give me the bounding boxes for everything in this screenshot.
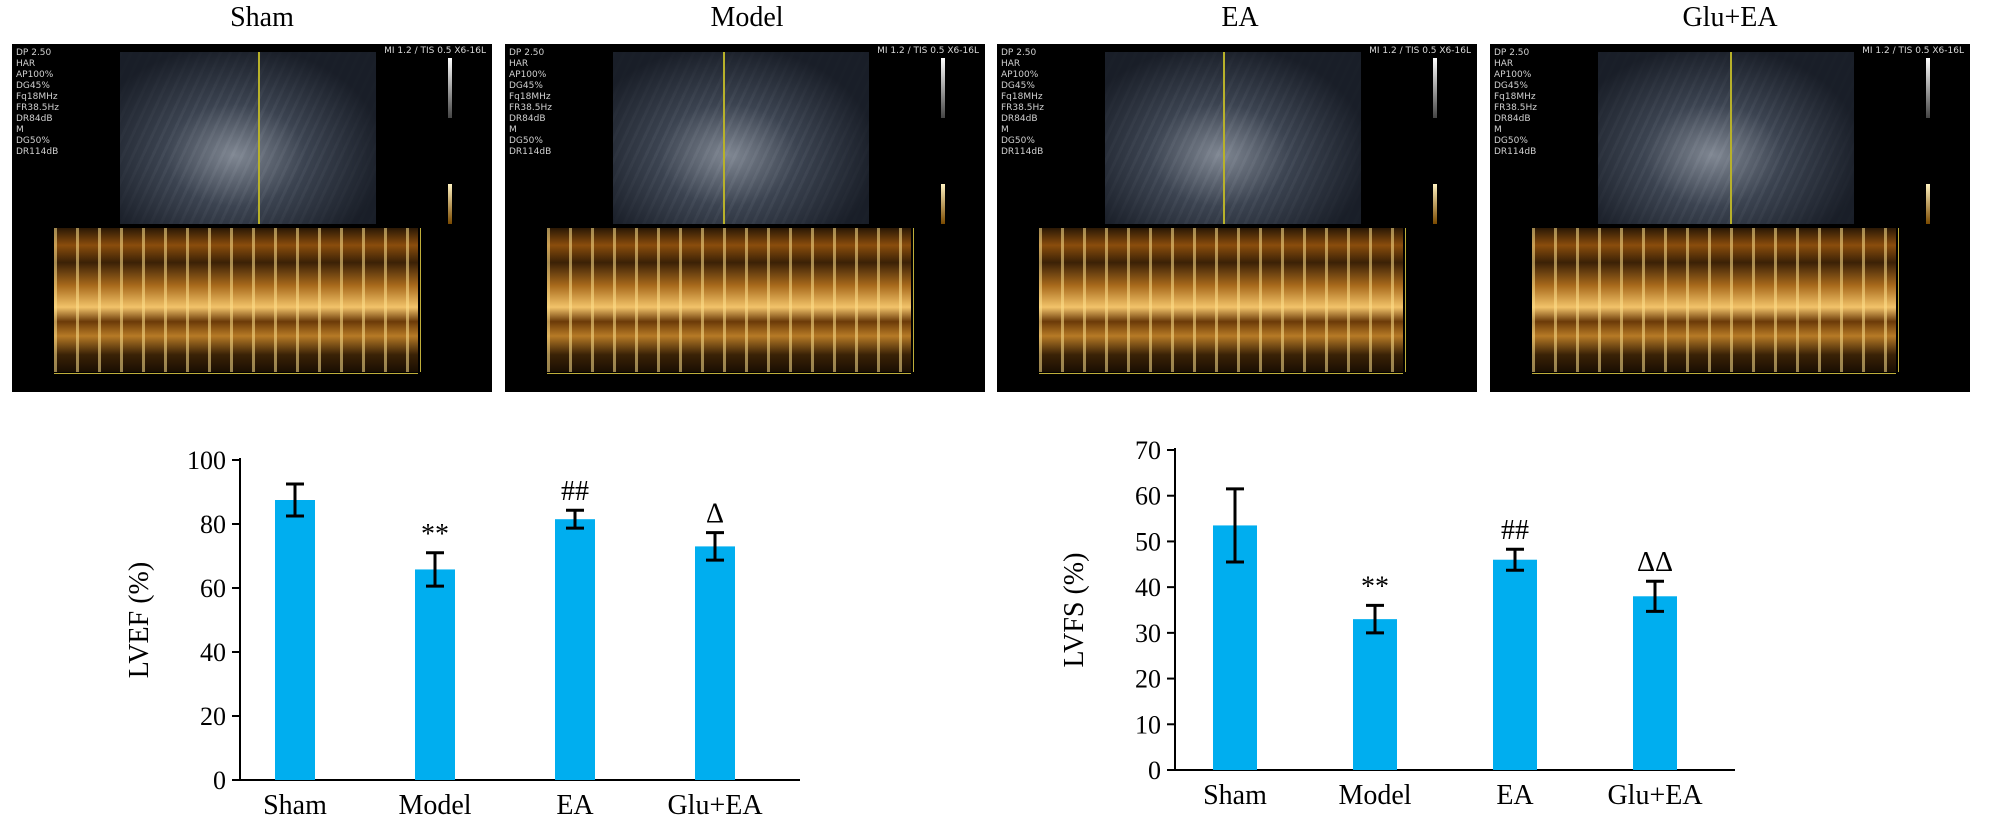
m-mode-time-axis — [1532, 373, 1896, 386]
echo-settings: DP 2.50 HAR AP100% DG45% Fq18MHz FR38.5H… — [1494, 48, 1537, 157]
significance-marker: Δ — [706, 499, 724, 530]
bar — [275, 500, 315, 780]
bar — [1213, 525, 1257, 770]
echo-header: MI 1.2 / TIS 0.5 X6-16L — [1369, 46, 1471, 56]
color-scale-bar — [941, 184, 945, 224]
b-mode-image — [120, 52, 376, 224]
lvfs-bar-chart: 0 10 20 30 40 50 60 70 LVFS (%) Sham ** Model ## EA ΔΔ… — [1040, 420, 1760, 820]
grayscale-bar — [1926, 58, 1930, 118]
x-category-label: Sham — [263, 790, 327, 820]
bar — [1633, 596, 1677, 770]
lvef-bar-chart: 0 20 40 60 80 100 LVEF (%) Sham ** Model ## EA Δ Glu+… — [110, 420, 830, 820]
echo-image-glu-ea: DP 2.50 HAR AP100% DG45% Fq18MHz FR38.5H… — [1490, 44, 1970, 392]
echo-header: MI 1.2 / TIS 0.5 X6-16L — [1862, 46, 1964, 56]
significance-marker: ## — [1501, 515, 1529, 546]
b-mode-image — [613, 52, 869, 224]
m-mode-depth-axis — [1405, 228, 1414, 372]
x-category-label: Sham — [1203, 780, 1267, 811]
echo-image-model: DP 2.50 HAR AP100% DG45% Fq18MHz FR38.5H… — [505, 44, 985, 392]
y-axis-label: LVFS (%) — [1059, 553, 1090, 668]
x-category-label: Glu+EA — [1607, 780, 1703, 811]
m-mode-trace — [1039, 228, 1403, 372]
echo-header: MI 1.2 / TIS 0.5 X6-16L — [384, 46, 486, 56]
y-tick-label: 60 — [1135, 482, 1161, 511]
x-category-label: EA — [1496, 780, 1534, 811]
significance-marker: ## — [561, 476, 589, 507]
bar — [415, 569, 455, 780]
b-mode-image — [1598, 52, 1854, 224]
m-mode-cursor-line — [258, 52, 260, 224]
m-mode-cursor-line — [1730, 52, 1732, 224]
m-mode-trace — [547, 228, 911, 372]
y-tick-label: 60 — [200, 574, 226, 603]
m-mode-cursor-line — [1223, 52, 1225, 224]
x-category-label: Glu+EA — [667, 790, 763, 820]
color-scale-bar — [1433, 184, 1437, 224]
color-scale-bar — [1926, 184, 1930, 224]
echo-settings: DP 2.50 HAR AP100% DG45% Fq18MHz FR38.5H… — [16, 48, 59, 157]
m-mode-time-axis — [54, 373, 418, 386]
y-tick-label: 20 — [1135, 665, 1161, 694]
lvef-chart-svg: 0 20 40 60 80 100 LVEF (%) Sham ** Model ## EA Δ Glu+… — [124, 446, 800, 820]
echo-image-sham: DP 2.50 HAR AP100% DG45% Fq18MHz FR38.5H… — [12, 44, 492, 392]
echo-header: MI 1.2 / TIS 0.5 X6-16L — [877, 46, 979, 56]
y-tick-label: 80 — [200, 510, 226, 539]
panel-title-sham: Sham — [230, 2, 294, 33]
m-mode-time-axis — [547, 373, 911, 386]
x-category-label: EA — [556, 790, 594, 820]
significance-marker: ** — [1361, 571, 1389, 602]
significance-marker: ** — [421, 519, 449, 550]
y-axis-label: LVEF (%) — [124, 562, 155, 678]
y-tick-label: 40 — [1135, 573, 1161, 602]
y-tick-label: 70 — [1135, 436, 1161, 465]
m-mode-trace — [54, 228, 418, 372]
panel-title-glu-ea: Glu+EA — [1682, 2, 1778, 33]
x-category-label: Model — [1338, 780, 1411, 811]
y-tick-label: 50 — [1135, 527, 1161, 556]
y-tick-label: 30 — [1135, 619, 1161, 648]
lvfs-chart-svg: 0 10 20 30 40 50 60 70 LVFS (%) Sham ** Model ## EA ΔΔ… — [1059, 436, 1735, 811]
m-mode-cursor-line — [723, 52, 725, 224]
panel-title-ea: EA — [1221, 2, 1259, 33]
m-mode-depth-axis — [1898, 228, 1907, 372]
bar — [1493, 559, 1537, 770]
bar — [555, 519, 595, 780]
echo-settings: DP 2.50 HAR AP100% DG45% Fq18MHz FR38.5H… — [1001, 48, 1044, 157]
m-mode-time-axis — [1039, 373, 1403, 386]
echo-image-ea: DP 2.50 HAR AP100% DG45% Fq18MHz FR38.5H… — [997, 44, 1477, 392]
m-mode-depth-axis — [913, 228, 922, 372]
echo-settings: DP 2.50 HAR AP100% DG45% Fq18MHz FR38.5H… — [509, 48, 552, 157]
y-tick-label: 20 — [200, 702, 226, 731]
grayscale-bar — [941, 58, 945, 118]
color-scale-bar — [448, 184, 452, 224]
bar — [695, 546, 735, 780]
y-tick-label: 100 — [187, 446, 226, 475]
y-tick-label: 0 — [213, 766, 226, 795]
y-tick-label: 40 — [200, 638, 226, 667]
y-tick-label: 0 — [1148, 756, 1161, 785]
y-tick-label: 10 — [1135, 710, 1161, 739]
panel-title-model: Model — [710, 2, 784, 33]
m-mode-depth-axis — [420, 228, 429, 372]
b-mode-image — [1105, 52, 1361, 224]
significance-marker: ΔΔ — [1637, 547, 1673, 578]
grayscale-bar — [448, 58, 452, 118]
x-category-label: Model — [398, 790, 471, 820]
bar — [1353, 619, 1397, 770]
m-mode-trace — [1532, 228, 1896, 372]
grayscale-bar — [1433, 58, 1437, 118]
